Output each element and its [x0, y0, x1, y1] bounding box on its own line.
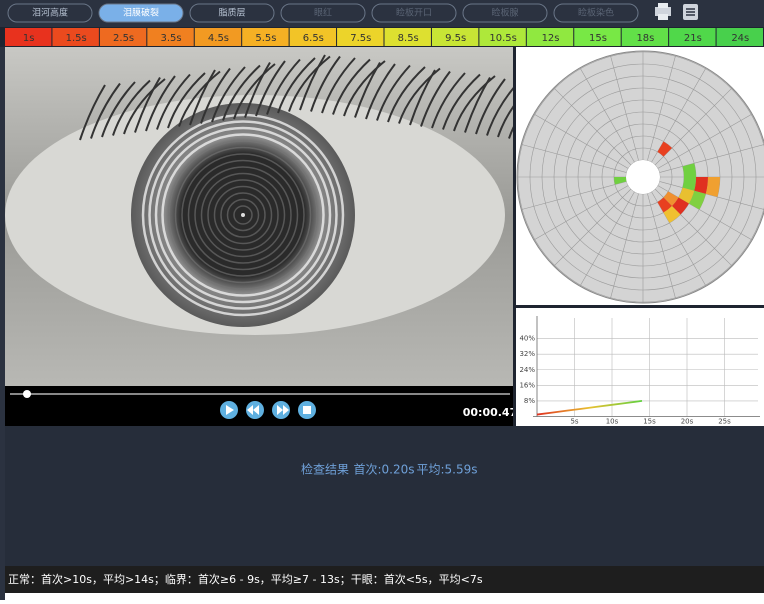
- scale-label: 1.5s: [66, 33, 87, 44]
- x-tick-label: 15s: [643, 418, 656, 426]
- y-tick-label: 24%: [519, 366, 535, 374]
- result-first: 首次:0.20s: [353, 463, 414, 477]
- scale-label: 3.5s: [160, 33, 181, 44]
- x-tick-label: 25s: [718, 418, 731, 426]
- y-tick-label: 16%: [519, 381, 535, 389]
- result-average: 平均:5.59s: [416, 463, 477, 477]
- result-title: 检查结果: [301, 462, 349, 477]
- scale-label: 8.5s: [398, 33, 419, 44]
- next-button[interactable]: [272, 401, 290, 419]
- scale-label: 15s: [589, 33, 607, 44]
- scale-label: 12s: [542, 33, 560, 44]
- polar-hole: [626, 160, 660, 194]
- play-button[interactable]: [220, 401, 238, 419]
- tab-label[interactable]: 睑板开口: [396, 7, 432, 19]
- scale-label: 7.5s: [350, 33, 371, 44]
- tab-label[interactable]: 睑板腺: [491, 7, 518, 19]
- tab-label[interactable]: 睑板染色: [578, 7, 614, 19]
- tab-label[interactable]: 泪膜破裂: [123, 7, 159, 19]
- tab-label[interactable]: 脂质层: [218, 7, 245, 19]
- scale-label: 1s: [23, 33, 35, 44]
- x-tick-label: 10s: [606, 418, 619, 426]
- video-time: 00:00.47: [463, 406, 518, 419]
- scale-label: 5.5s: [255, 33, 276, 44]
- progress-knob[interactable]: [23, 390, 31, 398]
- footer-text: 正常：首次>10s，平均>14s；临界：首次≥6 - 9s，平均≥7 - 13s…: [8, 572, 483, 586]
- pupil-center: [241, 213, 245, 217]
- y-tick-label: 40%: [519, 335, 535, 343]
- x-tick-label: 5s: [570, 418, 578, 426]
- x-tick-label: 20s: [681, 418, 694, 426]
- scale-label: 21s: [684, 33, 702, 44]
- scale-label: 4.5s: [208, 33, 229, 44]
- y-tick-label: 8%: [524, 397, 535, 405]
- y-tick-label: 32%: [519, 350, 535, 358]
- scale-label: 24s: [731, 33, 749, 44]
- frame: [0, 47, 5, 600]
- tab-label[interactable]: 泪河高度: [32, 7, 68, 19]
- app-window: 泪河高度 泪膜破裂 脂质层 眼红 睑板开口 睑板腺 睑板染色 1s 1.5s 2.5s 3.5s 4…: [0, 0, 764, 600]
- chart-panel: [516, 308, 764, 426]
- tab-label[interactable]: 眼红: [314, 7, 332, 19]
- stop-button[interactable]: [298, 401, 316, 419]
- scale-label: 2.5s: [113, 33, 134, 44]
- prev-button[interactable]: [246, 401, 264, 419]
- scale-label: 18s: [636, 33, 654, 44]
- result-panel: [5, 426, 764, 566]
- scale-label: 6.5s: [303, 33, 324, 44]
- list-icon[interactable]: [683, 4, 698, 20]
- scale-label: 10.5s: [489, 33, 516, 44]
- scale-label: 9.5s: [445, 33, 466, 44]
